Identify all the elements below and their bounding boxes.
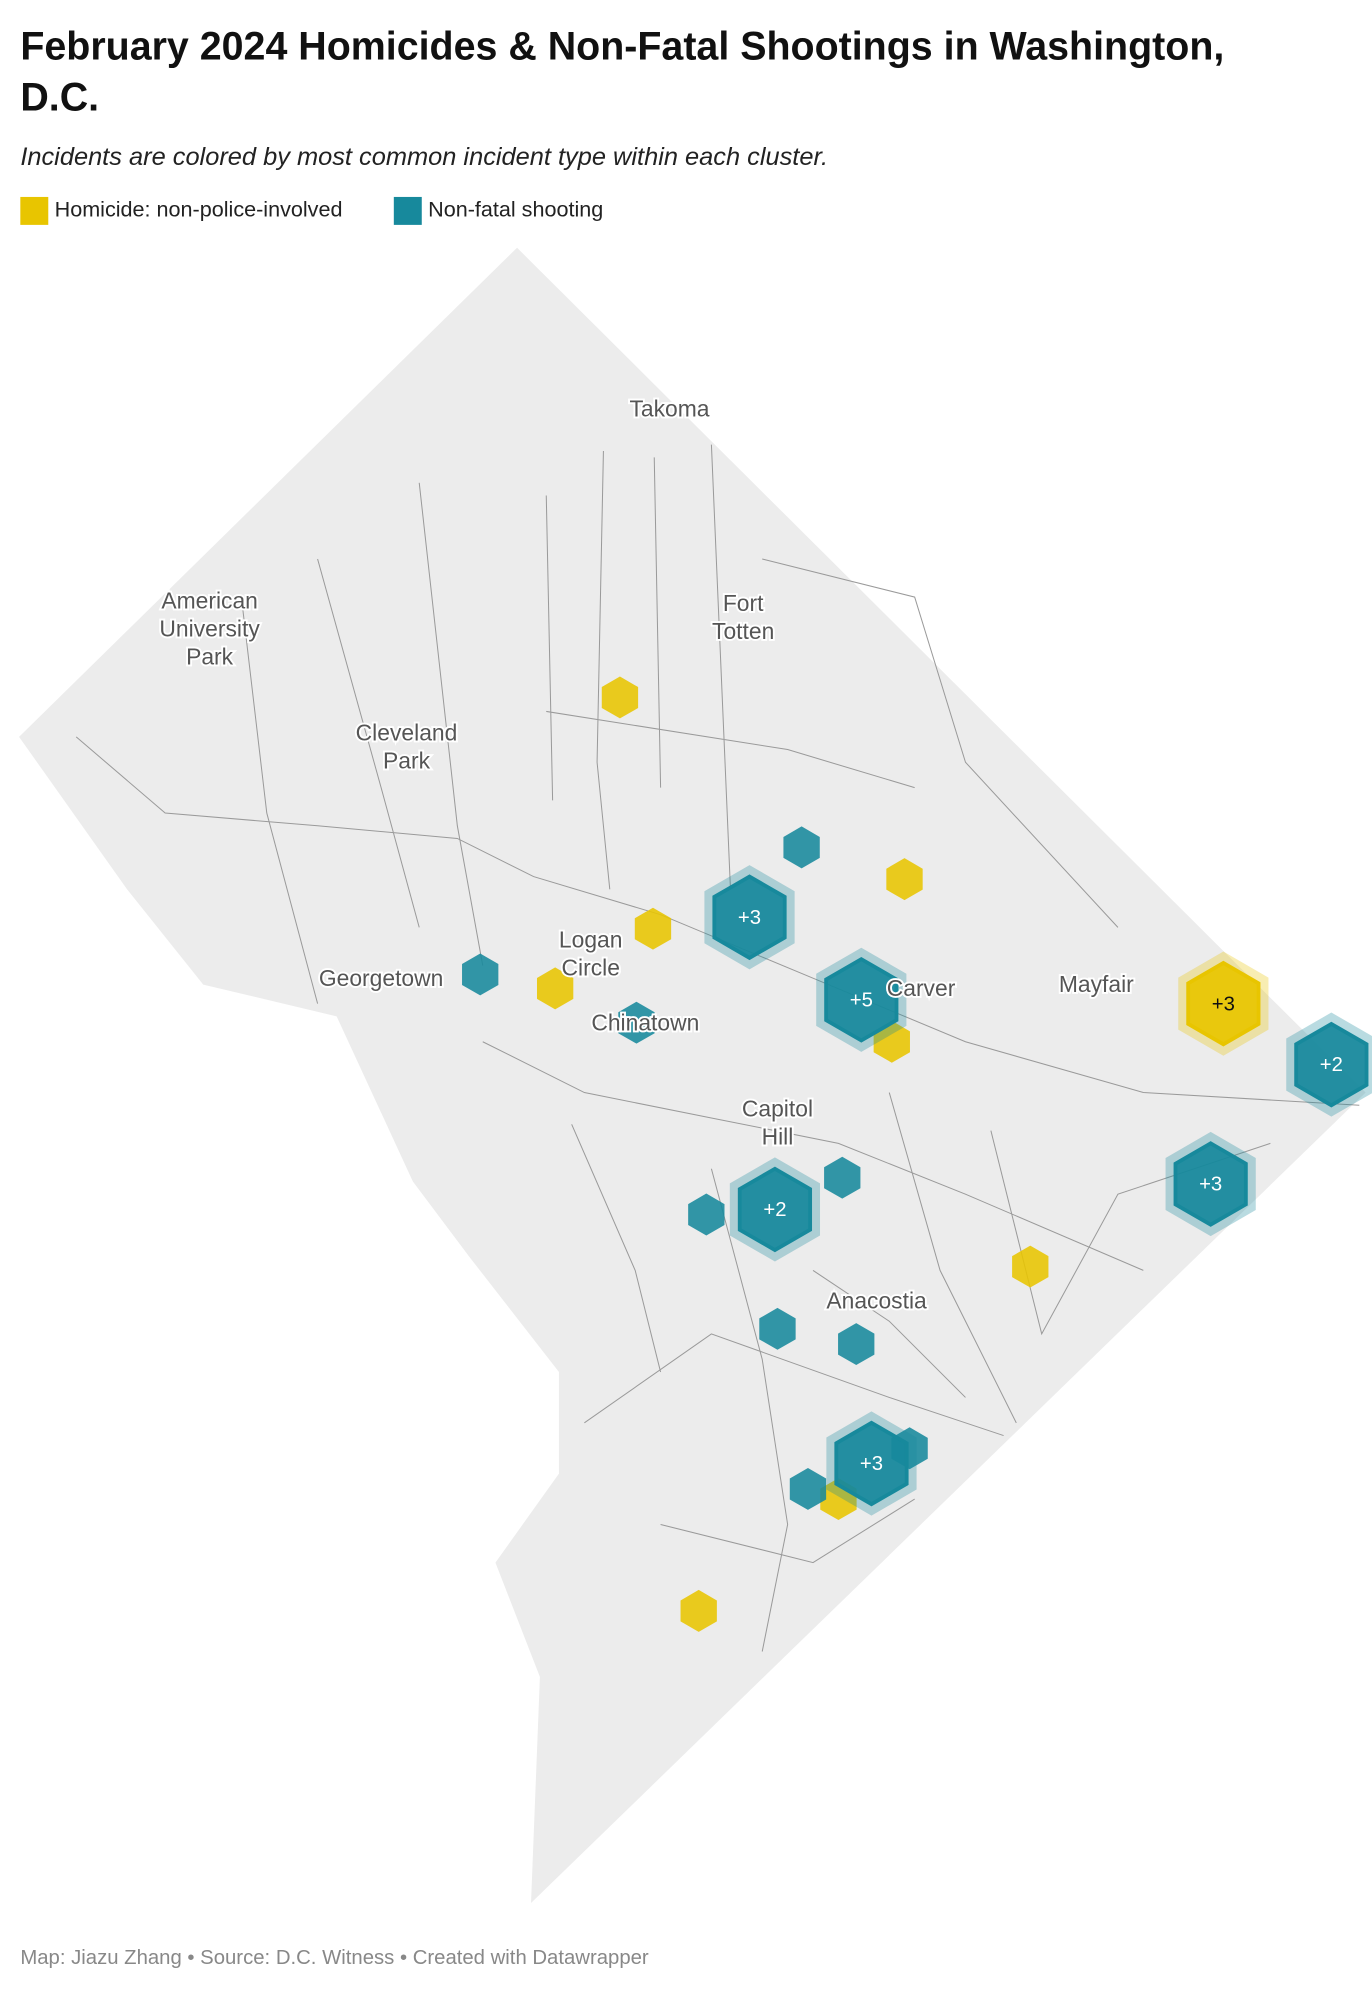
legend-label: Non-fatal shooting [428, 197, 603, 222]
neighborhood-boundaries [75, 444, 1360, 1652]
cluster-label: +2 [763, 1199, 786, 1221]
incident-hex [838, 1323, 875, 1366]
incident-hex [462, 953, 499, 996]
incident-hex [886, 858, 923, 901]
incident-hex [680, 1589, 717, 1632]
cluster-hex [1186, 960, 1261, 1047]
cluster-hex [737, 1166, 813, 1253]
legend-swatch [20, 196, 49, 225]
incident-hex [759, 1307, 796, 1350]
cluster-label: +3 [738, 907, 761, 929]
incident-hex [783, 826, 820, 869]
title-line: February 2024 Homicides & Non-Fatal Shoo… [20, 25, 1224, 69]
cluster-label: +5 [850, 989, 873, 1011]
place-label: Capitol Hill [742, 1096, 813, 1150]
cluster-label: +3 [1212, 993, 1235, 1015]
place-label: Anacostia [826, 1288, 927, 1314]
place-label: Georgetown [319, 965, 444, 991]
incident-hex [789, 1467, 827, 1510]
cluster-hex [834, 1420, 909, 1507]
cluster-hex [1173, 1141, 1248, 1227]
incident-hex [688, 1193, 725, 1236]
legend-swatch [393, 196, 422, 225]
incident-hex [1012, 1245, 1049, 1288]
cluster-label: +2 [1320, 1054, 1343, 1076]
legend-label: Homicide: non-police-involved [55, 197, 343, 222]
cluster-label: +3 [1199, 1174, 1222, 1196]
cluster-hex [712, 874, 787, 961]
footer: Map: Jiazu Zhang • Source: D.C. Witness … [20, 1947, 649, 1969]
place-label: Carver [887, 975, 956, 1001]
place-label: Takoma [629, 396, 709, 422]
place-label: Cleveland Park [356, 720, 458, 774]
subtitle: Incidents are colored by most common inc… [20, 143, 828, 171]
district-outline [19, 247, 1366, 1904]
incident-hex [601, 676, 639, 719]
place-label: Logan Circle [559, 927, 623, 981]
place-label: Fort Totten [712, 590, 774, 644]
incident-hex [824, 1156, 861, 1199]
incident-hex [618, 1001, 655, 1044]
title-line: D.C. [20, 76, 99, 120]
incident-hex [634, 907, 672, 950]
place-label: American University Park [159, 588, 260, 670]
incident-hex [873, 1020, 910, 1063]
incident-hex [536, 967, 574, 1010]
cluster-hex [1294, 1021, 1369, 1108]
cluster-label: +3 [860, 1453, 883, 1475]
place-label: Mayfair [1059, 971, 1134, 997]
cluster-hex [824, 956, 899, 1043]
place-label: Chinatown [591, 1009, 699, 1035]
